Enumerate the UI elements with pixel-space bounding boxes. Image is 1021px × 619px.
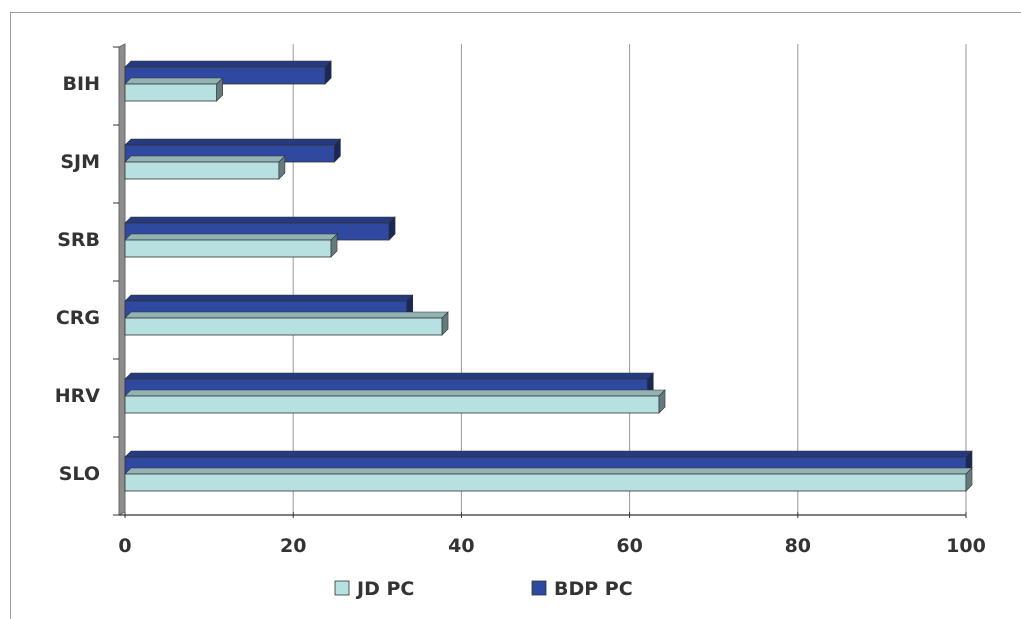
bar [124, 233, 338, 258]
chart-frame [10, 12, 1021, 619]
category-label: SJM [60, 151, 100, 173]
x-tick-label: 0 [118, 535, 131, 557]
category-label: SRB [57, 229, 100, 251]
category-labels: SLO HRV CRG SRB SJM BIH [55, 73, 101, 485]
bar [124, 155, 286, 180]
bar [124, 467, 973, 492]
x-tick-label: 20 [280, 535, 306, 557]
category-label: HRV [55, 385, 101, 407]
category-label: CRG [56, 307, 100, 329]
legend-item: JD PC [334, 578, 414, 600]
x-tick-label: 80 [785, 535, 811, 557]
legend: JD PC BDP PC [334, 578, 633, 600]
axes [113, 43, 967, 518]
category-label: BIH [63, 73, 100, 95]
x-tick-labels: 0 20 40 60 80 100 [118, 535, 985, 557]
bar [124, 77, 224, 102]
y-axis-wall [118, 43, 126, 516]
gridlines [292, 44, 967, 512]
legend-swatch [334, 580, 350, 596]
bar [124, 389, 666, 414]
legend-swatch [531, 580, 547, 596]
x-tick-label: 40 [448, 535, 474, 557]
x-tick-label: 60 [616, 535, 642, 557]
bar [124, 311, 449, 336]
bars [124, 60, 973, 492]
legend-label: JD PC [355, 578, 414, 600]
category-label: SLO [59, 463, 100, 485]
x-tick-label: 100 [946, 535, 986, 557]
legend-label: BDP PC [554, 578, 633, 600]
legend-item: BDP PC [531, 578, 633, 600]
